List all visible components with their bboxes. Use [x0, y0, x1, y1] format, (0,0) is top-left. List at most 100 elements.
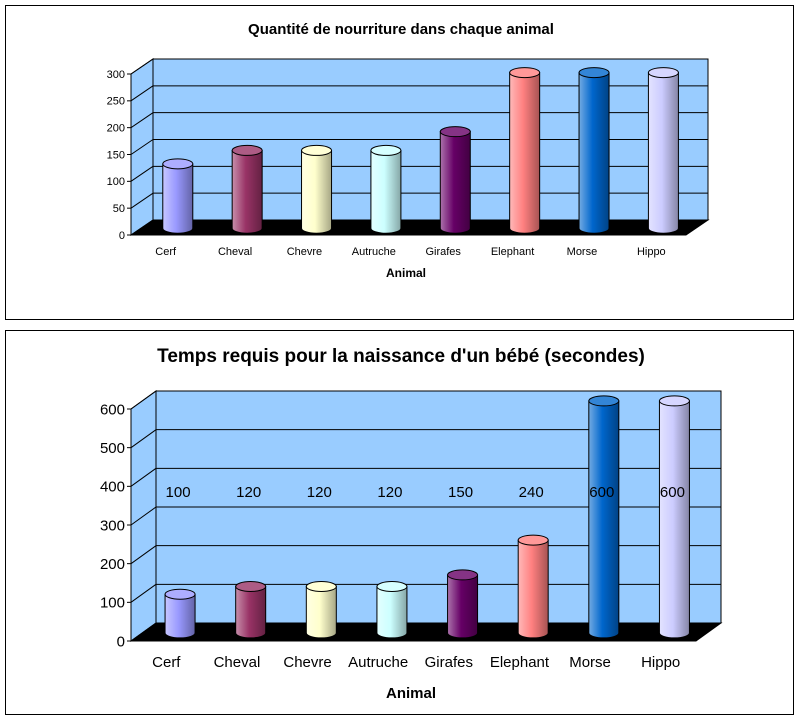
bar-morse: [578, 67, 610, 234]
bar-body: [509, 72, 541, 234]
bar-morse: [588, 395, 620, 639]
x-category-label: Cheval: [214, 654, 261, 671]
y-tick-label: 200: [100, 556, 125, 573]
x-category-label: Cerf: [152, 654, 181, 671]
gridline-side: [130, 390, 157, 410]
bar-autruche: [376, 581, 408, 639]
plot-area: 0 50 100 150 200 250 300 Cerf Cheval Chevre Autruc…: [107, 58, 710, 258]
bar-top: [376, 581, 408, 592]
bar-body: [370, 149, 402, 234]
bar-top: [162, 158, 194, 170]
chart-title: Temps requis pour la naissance d'un bébé…: [157, 346, 645, 367]
bar-body: [164, 593, 196, 639]
y-tick-label: 200: [107, 123, 125, 135]
y-tick-label: 300: [100, 517, 125, 534]
gridline-side: [130, 112, 154, 129]
y-tick-label: 250: [107, 96, 125, 108]
birth-time-chart: Temps requis pour la naissance d'un bébé…: [100, 346, 723, 702]
bar-body: [376, 586, 408, 639]
bar-autruche: [370, 144, 402, 234]
x-category-label: Morse: [567, 246, 598, 258]
data-label: 600: [589, 484, 614, 501]
y-tick-label: 0: [117, 633, 125, 650]
gridline-side: [130, 139, 154, 155]
x-category-label: Girafes: [425, 246, 461, 258]
x-axis-label: Animal: [386, 685, 436, 702]
bar-chevre: [301, 144, 333, 234]
gridline-side: [130, 192, 154, 209]
gridline-side: [130, 165, 154, 182]
x-category-label: Girafes: [425, 654, 473, 671]
gridline-side: [130, 583, 157, 603]
bar-top: [647, 67, 679, 79]
plot-floor: [129, 219, 710, 236]
x-category-label: Morse: [569, 654, 611, 671]
y-tick-label: 150: [107, 149, 125, 161]
bar-body: [231, 149, 263, 234]
x-category-label: Chevre: [287, 246, 322, 258]
bar-girafes: [439, 126, 471, 234]
bar-top: [235, 581, 267, 592]
bar-girafes: [447, 569, 479, 639]
gridline-side: [130, 85, 154, 102]
chart-title: Quantité de nourriture dans chaque anima…: [248, 21, 554, 38]
gridline-side: [130, 58, 154, 75]
x-category-label: Chevre: [283, 654, 331, 671]
x-category-label: Autruche: [352, 246, 396, 258]
bar-cerf: [164, 588, 196, 639]
bar-top: [517, 534, 549, 546]
x-category-label: Elephant: [490, 654, 550, 671]
y-tick-label: 300: [107, 69, 125, 81]
y-tick-label: 50: [113, 203, 125, 215]
x-category-label: Cheval: [218, 246, 252, 258]
gridline-side: [130, 545, 157, 565]
x-category-label: Hippo: [637, 246, 666, 258]
x-category-label: Elephant: [491, 246, 534, 258]
bar-top: [439, 126, 471, 138]
bar-elephant: [517, 534, 549, 639]
bar-body: [578, 72, 610, 234]
chart-panel-food-quantity: Quantité de nourriture dans chaque anima…: [5, 5, 794, 320]
plot-floor: [129, 622, 723, 642]
bar-body: [305, 586, 337, 639]
y-tick-label: 500: [100, 440, 125, 457]
x-category-label: Hippo: [641, 654, 680, 671]
bar-elephant: [509, 67, 541, 234]
gridline-side: [130, 506, 157, 526]
y-tick-label: 400: [100, 479, 125, 496]
bar-cheval: [231, 144, 263, 234]
bar-cheval: [235, 581, 267, 639]
gridline-side: [130, 429, 157, 449]
data-label: 150: [448, 484, 473, 501]
bar-top: [164, 588, 196, 600]
bar-cerf: [162, 158, 194, 234]
bar-hippo: [658, 395, 690, 639]
bar-top: [588, 395, 620, 407]
bar-top: [370, 144, 402, 156]
bar-top: [578, 67, 610, 79]
bar-hippo: [647, 67, 679, 234]
bar-body: [162, 163, 194, 234]
bar-body: [235, 586, 267, 639]
bar-body: [439, 131, 471, 234]
bar-top: [447, 569, 479, 581]
bar-body: [658, 400, 690, 639]
data-label: 120: [307, 484, 332, 501]
data-label: 120: [236, 484, 261, 501]
bar-body: [517, 539, 549, 639]
x-category-label: Cerf: [155, 246, 177, 258]
y-tick-label: 0: [119, 230, 125, 242]
data-label: 100: [166, 484, 191, 501]
y-tick-label: 600: [100, 401, 125, 418]
bar-body: [301, 149, 333, 234]
bar-body: [447, 574, 479, 639]
chart-panel-birth-time: Temps requis pour la naissance d'un bébé…: [5, 330, 794, 715]
gridline-side: [130, 467, 157, 487]
bar-top: [658, 395, 690, 407]
data-label: 120: [377, 484, 402, 501]
bar-top: [301, 144, 333, 156]
x-axis-label: Animal: [386, 266, 426, 280]
data-label: 600: [660, 484, 685, 501]
food-quantity-chart: Quantité de nourriture dans chaque anima…: [107, 21, 710, 280]
data-label: 240: [519, 484, 544, 501]
